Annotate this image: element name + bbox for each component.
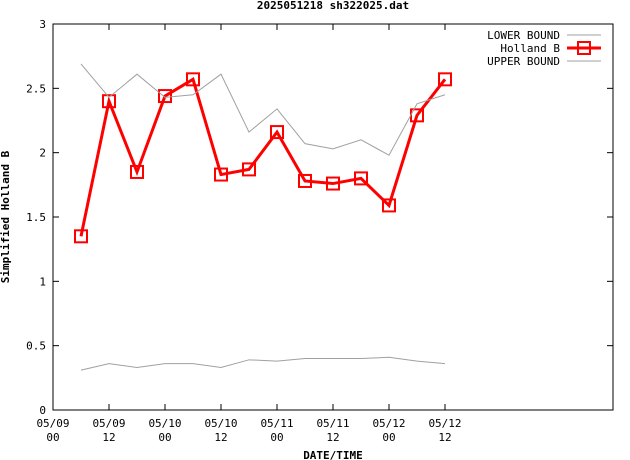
data-point <box>102 94 116 109</box>
data-point <box>298 173 312 188</box>
data-point <box>438 72 452 87</box>
y-tick-label: 3 <box>39 18 46 31</box>
legend-label-holland-b: Holland B <box>500 42 560 55</box>
legend-marker <box>577 41 591 55</box>
chart-title: 2025051218 sh322025.dat <box>257 0 409 12</box>
data-point <box>158 89 172 104</box>
y-tick-label: 1.5 <box>26 211 46 224</box>
data-point <box>214 167 228 182</box>
data-point <box>130 164 144 179</box>
x-tick-label-hour: 12 <box>102 431 115 444</box>
y-tick-label: 2.5 <box>26 82 46 95</box>
legend-label-lower-bound: LOWER BOUND <box>487 29 560 42</box>
y-axis-label: Simplified Holland B <box>0 150 12 283</box>
x-tick-label-hour: 00 <box>158 431 171 444</box>
x-tick-label-date: 05/10 <box>148 417 181 430</box>
x-tick-label-date: 05/12 <box>428 417 461 430</box>
y-tick-label: 0 <box>39 404 46 417</box>
axes: 00.511.522.5305/090005/091205/100005/101… <box>26 18 613 444</box>
data-point <box>242 162 256 177</box>
data-point <box>382 198 396 213</box>
x-tick-label-hour: 12 <box>438 431 451 444</box>
series-line-lower-bound <box>80 356 446 371</box>
data-point <box>270 125 284 140</box>
x-tick-label-date: 05/09 <box>36 417 69 430</box>
x-tick-label-hour: 00 <box>382 431 395 444</box>
series-line-holland-b <box>79 77 447 237</box>
series-line-upper-bound <box>80 63 446 156</box>
x-tick-label-date: 05/10 <box>204 417 237 430</box>
data-point <box>186 72 200 87</box>
x-axis-label: DATE/TIME <box>303 449 363 460</box>
x-tick-label-hour: 00 <box>270 431 283 444</box>
x-tick-label-date: 05/09 <box>92 417 125 430</box>
x-tick-label-hour: 12 <box>214 431 227 444</box>
data-point <box>326 176 340 191</box>
y-tick-label: 0.5 <box>26 340 46 353</box>
x-tick-label-date: 05/11 <box>316 417 349 430</box>
data-point <box>74 229 88 244</box>
plot-frame <box>52 23 614 411</box>
legend-label-upper-bound: UPPER BOUND <box>487 55 560 68</box>
y-tick-label: 2 <box>39 147 46 160</box>
x-tick-label-hour: 12 <box>326 431 339 444</box>
x-tick-label-hour: 00 <box>46 431 59 444</box>
y-tick-label: 1 <box>39 275 46 288</box>
x-tick-label-date: 05/12 <box>372 417 405 430</box>
series-layer <box>74 63 452 371</box>
data-point <box>354 171 368 186</box>
x-tick-label-date: 05/11 <box>260 417 293 430</box>
